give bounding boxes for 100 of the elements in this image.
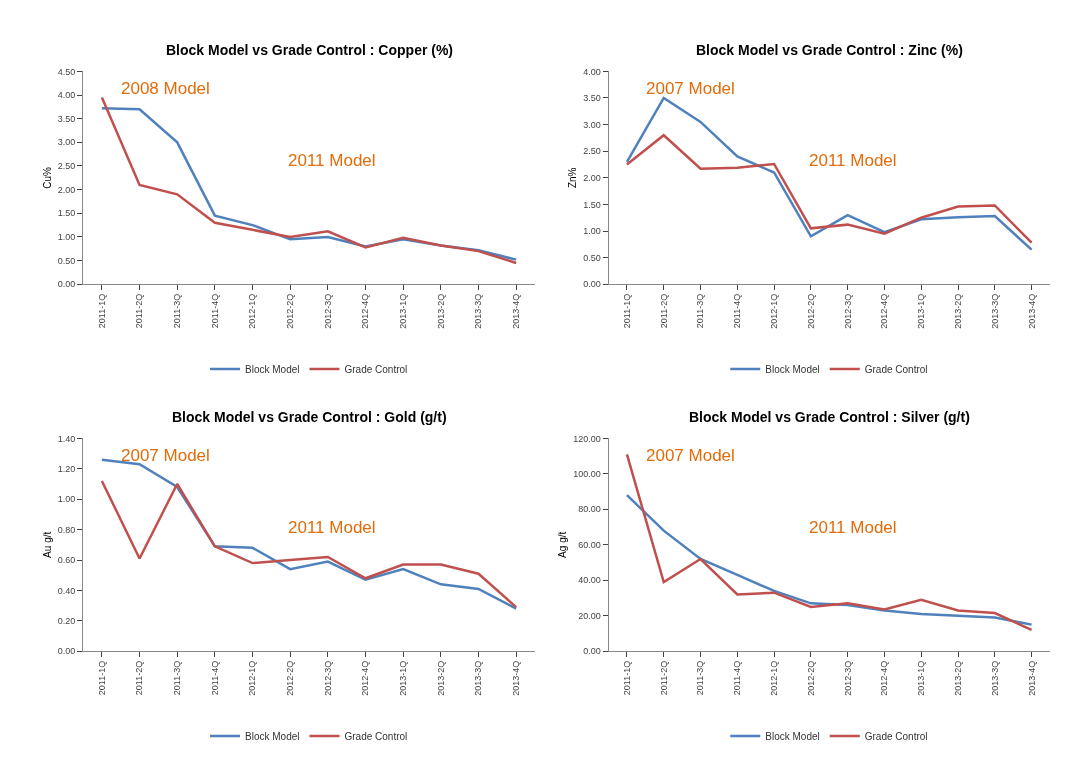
x-tick-label: 2011-2Q bbox=[658, 293, 669, 329]
y-tick-label: 4.00 bbox=[57, 90, 76, 101]
x-tick-label: 2011-1Q bbox=[96, 293, 107, 329]
legend-label: Grade Control bbox=[864, 363, 928, 375]
x-tick-label: 2013-4Q bbox=[511, 660, 522, 696]
y-tick-label: 2.00 bbox=[57, 184, 76, 195]
x-tick-label: 2012-4Q bbox=[360, 293, 371, 329]
y-tick-label: 3.00 bbox=[583, 119, 601, 130]
x-tick-label: 2011-3Q bbox=[172, 293, 183, 329]
x-tick-label: 2011-2Q bbox=[134, 293, 145, 329]
x-tick-label: 2012-2Q bbox=[805, 660, 816, 696]
x-tick-label: 2012-4Q bbox=[360, 660, 371, 696]
y-tick-label: 1.40 bbox=[57, 433, 76, 444]
y-tick-label: 100.00 bbox=[573, 469, 601, 480]
y-tick-label: 4.00 bbox=[583, 66, 601, 77]
x-tick-label: 2011-4Q bbox=[209, 293, 220, 329]
x-tick-label: 2013-4Q bbox=[1026, 660, 1037, 696]
x-tick-label: 2011-4Q bbox=[209, 660, 220, 696]
y-tick-label: 0.60 bbox=[57, 555, 76, 566]
x-tick-label: 2013-4Q bbox=[511, 293, 522, 329]
y-tick-label: 4.50 bbox=[57, 66, 76, 77]
x-tick-label: 2013-1Q bbox=[916, 293, 927, 329]
y-tick-label: 0.00 bbox=[583, 646, 601, 657]
legend-label: Block Model bbox=[245, 363, 300, 375]
y-axis-title: Zn% bbox=[567, 167, 579, 189]
x-tick-label: 2012-1Q bbox=[247, 293, 258, 329]
x-tick-label: 2013-3Q bbox=[989, 660, 1000, 696]
line-series bbox=[625, 96, 1033, 251]
x-tick-label: 2013-1Q bbox=[916, 660, 927, 696]
x-tick-label: 2013-3Q bbox=[989, 293, 1000, 329]
y-tick-label: 80.00 bbox=[578, 504, 601, 515]
x-tick-label: 2012-2Q bbox=[805, 293, 816, 329]
legend-label: Block Model bbox=[765, 363, 820, 375]
x-tick-label: 2013-3Q bbox=[473, 293, 484, 329]
x-tick-label: 2012-4Q bbox=[879, 293, 890, 329]
x-tick-label: 2011-3Q bbox=[695, 293, 706, 329]
x-tick-label: 2012-1Q bbox=[769, 293, 780, 329]
x-tick-label: 2012-2Q bbox=[285, 293, 296, 329]
y-tick-label: 3.50 bbox=[57, 113, 76, 124]
x-tick-label: 2011-1Q bbox=[621, 293, 632, 329]
line-series bbox=[625, 133, 1033, 244]
x-tick-label: 2011-4Q bbox=[732, 660, 743, 696]
x-tick-label: 2012-3Q bbox=[842, 293, 853, 329]
y-axis-title: Au g/t bbox=[41, 531, 53, 558]
x-tick-label: 2013-1Q bbox=[398, 293, 409, 329]
x-tick-label: 2011-1Q bbox=[96, 660, 107, 696]
y-tick-label: 0.00 bbox=[583, 279, 601, 290]
y-tick-label: 1.50 bbox=[583, 199, 601, 210]
y-tick-label: 60.00 bbox=[578, 539, 601, 550]
annotation: 2011 Model bbox=[809, 151, 897, 170]
y-tick-label: 2.50 bbox=[57, 161, 76, 172]
y-tick-label: 1.20 bbox=[57, 463, 76, 474]
y-axis-title: Cu% bbox=[41, 166, 53, 189]
x-tick-label: 2011-3Q bbox=[172, 660, 183, 696]
y-tick-label: 2.50 bbox=[583, 146, 601, 157]
annotation: 2007 Model bbox=[646, 446, 735, 465]
annotation: 2011 Model bbox=[288, 151, 376, 170]
x-tick-label: 2012-1Q bbox=[247, 660, 258, 696]
chart-title: Block Model vs Grade Control : Zinc (%) bbox=[696, 42, 963, 58]
annotation: 2007 Model bbox=[646, 79, 735, 98]
y-tick-label: 1.00 bbox=[57, 494, 76, 505]
x-tick-label: 2012-3Q bbox=[322, 293, 333, 329]
x-tick-label: 2012-3Q bbox=[842, 660, 853, 696]
chart-title: Block Model vs Grade Control : Copper (%) bbox=[166, 42, 454, 58]
chart-title: Block Model vs Grade Control : Silver (g/t) bbox=[689, 409, 970, 425]
x-tick-label: 2012-1Q bbox=[769, 660, 780, 696]
x-tick-label: 2011-2Q bbox=[658, 660, 669, 696]
x-tick-label: 2011-3Q bbox=[695, 660, 706, 696]
legend-label: Grade Control bbox=[864, 730, 928, 742]
y-tick-label: 2.00 bbox=[583, 172, 601, 183]
y-tick-label: 0.50 bbox=[57, 255, 76, 266]
annotation: 2011 Model bbox=[809, 518, 897, 537]
y-tick-label: 1.00 bbox=[57, 232, 76, 243]
annotation: 2007 Model bbox=[121, 446, 210, 465]
x-tick-label: 2012-3Q bbox=[322, 660, 333, 696]
legend-label: Block Model bbox=[245, 730, 300, 742]
legend-label: Grade Control bbox=[344, 363, 408, 375]
legend-label: Grade Control bbox=[344, 730, 408, 742]
y-tick-label: 3.00 bbox=[57, 137, 76, 148]
legend-label: Block Model bbox=[765, 730, 820, 742]
y-tick-label: 0.80 bbox=[57, 524, 76, 535]
y-tick-label: 0.00 bbox=[57, 279, 76, 290]
x-tick-label: 2012-4Q bbox=[879, 660, 890, 696]
x-tick-label: 2013-1Q bbox=[398, 660, 409, 696]
annotation: 2011 Model bbox=[288, 518, 376, 537]
chart-title: Block Model vs Grade Control : Gold (g/t) bbox=[172, 409, 447, 425]
y-tick-label: 1.50 bbox=[57, 208, 76, 219]
x-tick-label: 2011-2Q bbox=[134, 660, 145, 696]
y-tick-label: 120.00 bbox=[573, 433, 601, 444]
x-tick-label: 2013-2Q bbox=[952, 660, 963, 696]
x-tick-label: 2012-2Q bbox=[285, 660, 296, 696]
x-tick-label: 2011-1Q bbox=[621, 660, 632, 696]
y-tick-label: 0.50 bbox=[583, 252, 601, 263]
y-axis-title: Ag g/t bbox=[557, 531, 569, 558]
x-tick-label: 2013-4Q bbox=[1026, 293, 1037, 329]
y-tick-label: 3.50 bbox=[583, 93, 601, 104]
x-tick-label: 2013-3Q bbox=[473, 660, 484, 696]
x-tick-label: 2013-2Q bbox=[435, 293, 446, 329]
y-tick-label: 40.00 bbox=[578, 575, 601, 586]
annotation: 2008 Model bbox=[121, 79, 210, 98]
